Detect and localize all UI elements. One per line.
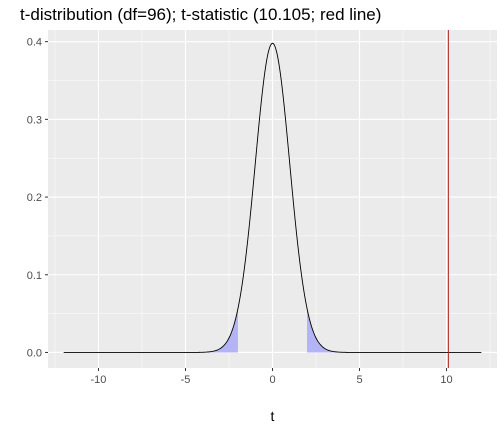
x-tick-label: 5 (356, 374, 362, 386)
x-axis: -10 -5 0 5 10 (91, 368, 453, 386)
y-tick-label: 0.1 (27, 270, 42, 282)
density-curve (63, 42, 482, 353)
chart-title: t-distribution (df=96); t-statistic (10.… (20, 5, 381, 24)
x-axis-title: t (271, 408, 275, 424)
y-tick-label: 0.0 (27, 347, 42, 359)
x-tick-label: -10 (91, 374, 107, 386)
y-tick-label: 0.2 (27, 192, 42, 204)
x-tick-label: -5 (181, 374, 191, 386)
y-tick-label: 0.4 (27, 37, 42, 49)
y-axis: 0.0 0.1 0.2 0.3 0.4 (27, 37, 48, 359)
x-tick-label: 10 (440, 374, 452, 386)
y-tick-label: 0.3 (27, 114, 42, 126)
x-tick-label: 0 (269, 374, 275, 386)
